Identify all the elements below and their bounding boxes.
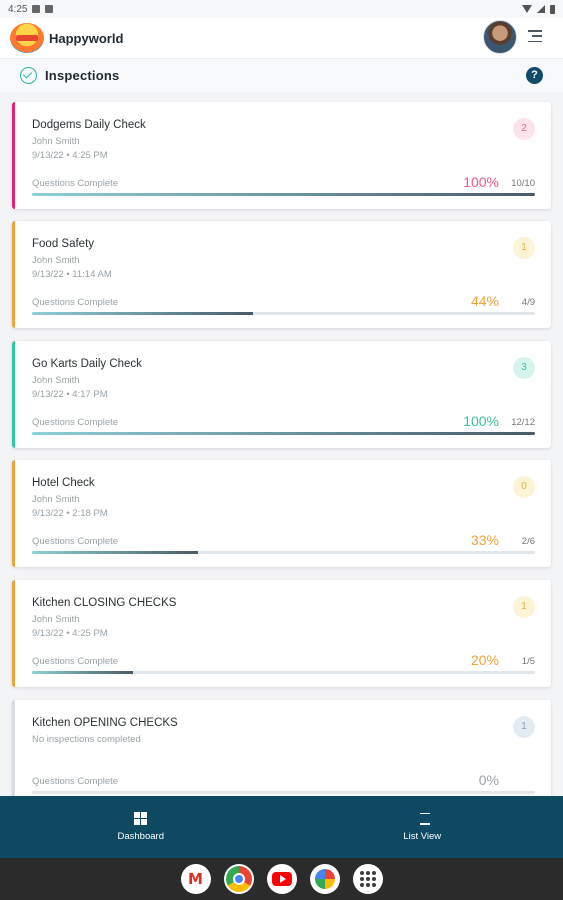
completion-percent: 100% bbox=[463, 174, 499, 190]
app-bar: Happyworld bbox=[0, 18, 563, 58]
chrome-icon[interactable] bbox=[223, 864, 254, 894]
avatar[interactable] bbox=[483, 20, 517, 54]
photos-icon[interactable] bbox=[309, 864, 340, 894]
inspection-title: Go Karts Daily Check bbox=[32, 358, 142, 370]
progress-fill bbox=[32, 312, 254, 315]
nav-list-view[interactable]: List View bbox=[282, 796, 563, 858]
inspection-date: 9/13/22 • 4:25 PM bbox=[32, 628, 108, 639]
page-title: Inspections bbox=[45, 68, 120, 83]
progress-track bbox=[32, 671, 535, 674]
progress-fill bbox=[32, 193, 535, 196]
completion-count: 12/12 bbox=[511, 417, 535, 428]
status-badge: 2 bbox=[513, 118, 535, 140]
nav-dashboard-label: Dashboard bbox=[117, 831, 164, 842]
status-badge: 1 bbox=[513, 237, 535, 259]
progress-fill bbox=[32, 432, 535, 435]
questions-complete-label: Questions Complete bbox=[32, 776, 119, 787]
completion-percent: 20% bbox=[470, 652, 499, 668]
questions-complete-label: Questions Complete bbox=[32, 656, 119, 667]
inspection-user: John Smith bbox=[32, 494, 80, 505]
status-time: 4:25 bbox=[8, 3, 28, 15]
status-bar: 4:25 bbox=[0, 0, 563, 18]
completion-count: 2/6 bbox=[521, 536, 535, 547]
inspection-user: John Smith bbox=[32, 375, 80, 386]
inspection-title: Hotel Check bbox=[32, 477, 95, 489]
inspection-user: John Smith bbox=[32, 614, 80, 625]
gmail-icon[interactable]: M bbox=[180, 864, 211, 894]
inspection-card[interactable]: Dodgems Daily Check John Smith 9/13/22 •… bbox=[12, 102, 551, 209]
inspection-card[interactable]: Kitchen CLOSING CHECKS John Smith 9/13/2… bbox=[12, 580, 551, 687]
questions-complete-label: Questions Complete bbox=[32, 178, 119, 189]
inspection-user: No inspections completed bbox=[32, 734, 141, 745]
progress-track bbox=[32, 193, 535, 196]
notification-icon bbox=[32, 5, 41, 13]
menu-icon[interactable] bbox=[528, 30, 542, 42]
status-badge: 1 bbox=[513, 716, 535, 738]
completion-percent: 33% bbox=[470, 532, 499, 548]
app-drawer-icon[interactable] bbox=[352, 864, 383, 894]
inspection-user: John Smith bbox=[32, 136, 80, 147]
system-dock: M bbox=[0, 858, 563, 900]
checklist-icon bbox=[415, 812, 430, 825]
completion-count: 10/10 bbox=[511, 178, 535, 189]
inspection-date: 9/13/22 • 11:14 AM bbox=[32, 269, 112, 280]
inspection-date: 9/13/22 • 4:17 PM bbox=[32, 389, 108, 400]
page-header: Inspections ? bbox=[0, 58, 563, 92]
help-icon[interactable]: ? bbox=[526, 67, 543, 84]
nav-list-view-label: List View bbox=[403, 830, 442, 842]
storage-icon bbox=[45, 5, 54, 13]
dashboard-icon bbox=[134, 812, 148, 825]
inspection-card[interactable]: Kitchen OPENING CHECKS No inspections co… bbox=[12, 700, 551, 796]
completion-percent: 0% bbox=[478, 772, 499, 788]
questions-complete-label: Questions Complete bbox=[32, 297, 119, 308]
bottom-nav: Dashboard List View bbox=[0, 796, 563, 858]
status-badge: 0 bbox=[513, 476, 535, 498]
progress-track bbox=[32, 312, 535, 315]
status-badge: 1 bbox=[513, 596, 535, 618]
completion-percent: 44% bbox=[470, 293, 499, 309]
progress-track bbox=[32, 551, 535, 554]
app-name: Happyworld bbox=[49, 30, 124, 46]
inspection-date: 9/13/22 • 4:25 PM bbox=[32, 150, 108, 161]
completion-percent: 100% bbox=[463, 413, 499, 429]
battery-icon bbox=[550, 4, 555, 14]
progress-track bbox=[32, 791, 535, 794]
inspection-title: Kitchen OPENING CHECKS bbox=[32, 717, 178, 729]
inspection-list[interactable]: Dodgems Daily Check John Smith 9/13/22 •… bbox=[0, 92, 563, 796]
inspection-title: Dodgems Daily Check bbox=[32, 119, 146, 131]
questions-complete-label: Questions Complete bbox=[32, 417, 119, 428]
status-badge: 3 bbox=[513, 357, 535, 379]
inspection-title: Kitchen CLOSING CHECKS bbox=[32, 597, 177, 609]
progress-fill bbox=[32, 671, 133, 674]
inspection-user: John Smith bbox=[32, 255, 80, 266]
progress-fill bbox=[32, 551, 198, 554]
signal-icon bbox=[537, 5, 545, 13]
completion-count: 4/9 bbox=[521, 297, 535, 308]
happyworld-logo-icon[interactable] bbox=[10, 23, 44, 53]
progress-track bbox=[32, 432, 535, 435]
inspection-card[interactable]: Food Safety John Smith 9/13/22 • 11:14 A… bbox=[12, 221, 551, 328]
inspection-date: 9/13/22 • 2:18 PM bbox=[32, 508, 108, 519]
questions-complete-label: Questions Complete bbox=[32, 536, 119, 547]
inspection-title: Food Safety bbox=[32, 238, 95, 250]
completion-count: 1/5 bbox=[521, 656, 535, 667]
check-circle-icon bbox=[20, 67, 37, 84]
wifi-icon bbox=[522, 5, 532, 13]
inspection-card[interactable]: Hotel Check John Smith 9/13/22 • 2:18 PM… bbox=[12, 460, 551, 567]
nav-dashboard[interactable]: Dashboard bbox=[0, 796, 282, 858]
youtube-icon[interactable] bbox=[266, 864, 297, 894]
inspection-card[interactable]: Go Karts Daily Check John Smith 9/13/22 … bbox=[12, 341, 551, 448]
